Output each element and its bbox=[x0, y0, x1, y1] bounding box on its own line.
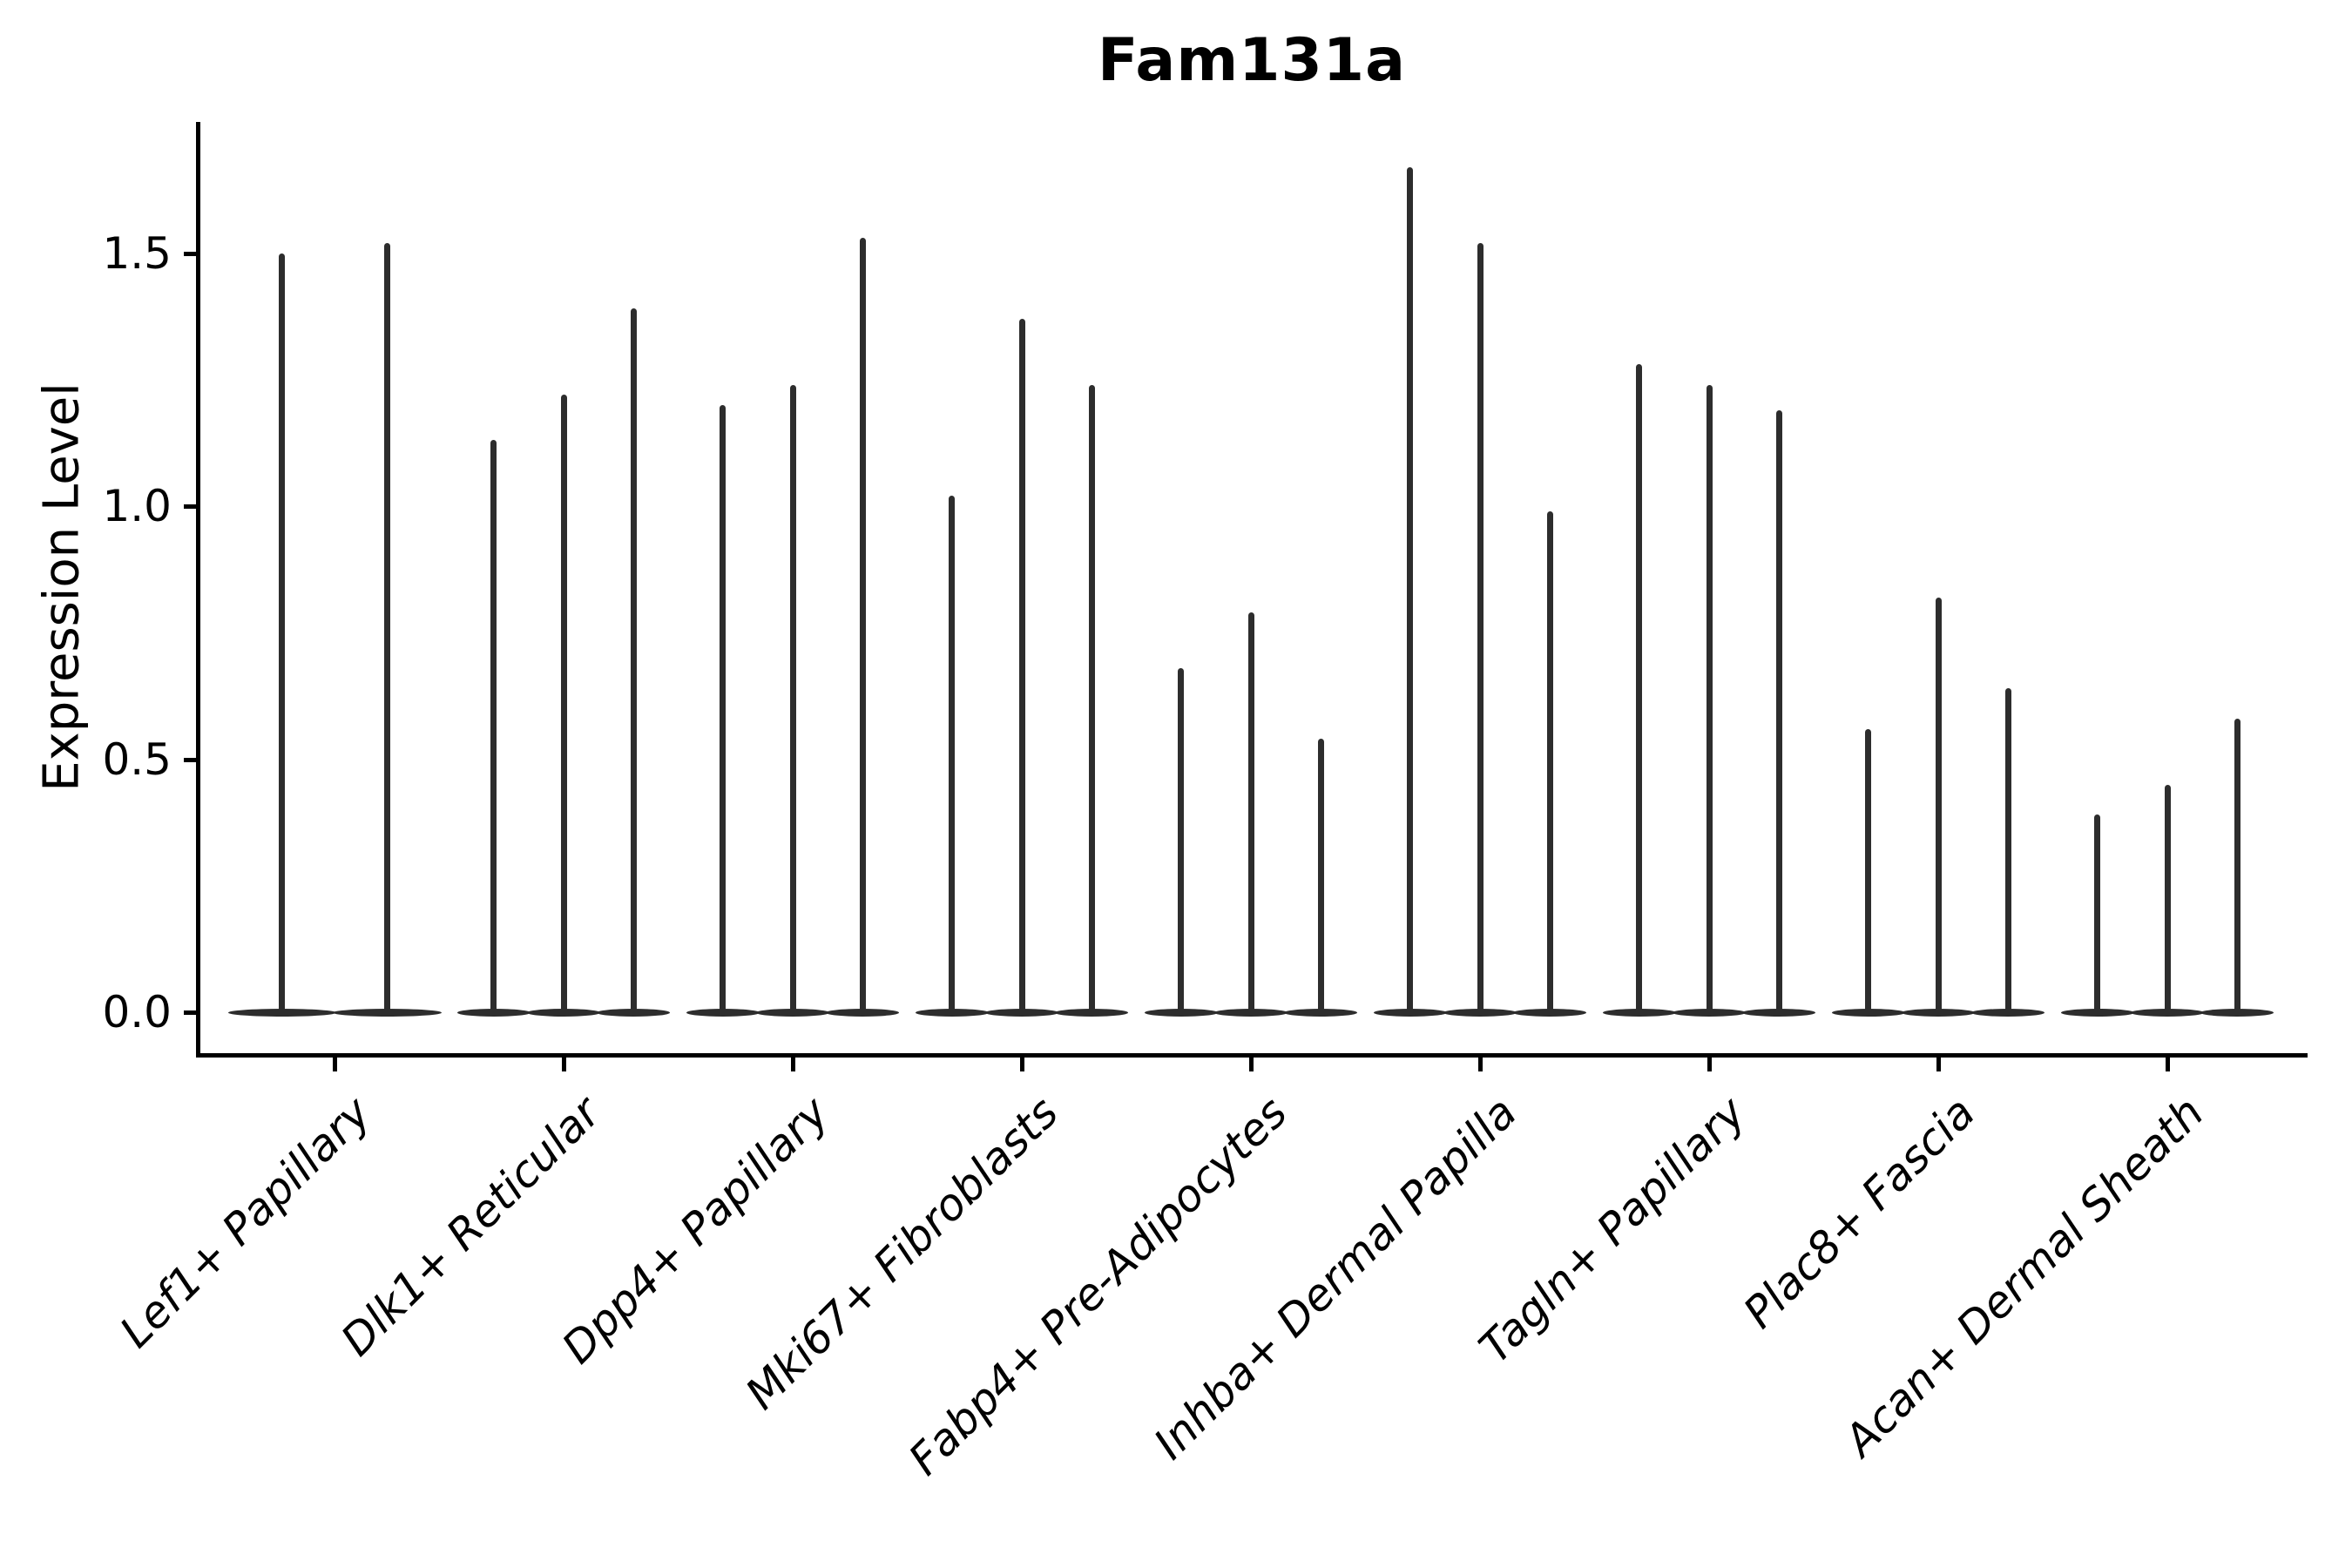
violin-spike bbox=[630, 308, 637, 1015]
x-axis-tick bbox=[1477, 1058, 1483, 1071]
x-axis-spine bbox=[196, 1053, 2308, 1058]
x-tick-label: Lef1+ Papillary bbox=[110, 1087, 382, 1358]
y-tick-label: 1.0 bbox=[102, 481, 172, 531]
x-axis-tick bbox=[561, 1058, 566, 1071]
x-tick-label: Fabp4+ Pre-Adipocytes bbox=[899, 1087, 1298, 1485]
violin-spike bbox=[2004, 688, 2011, 1015]
violin-spike bbox=[383, 242, 390, 1015]
x-tick-label: Plac8+ Fascia bbox=[1734, 1087, 1985, 1338]
y-axis-spine bbox=[196, 122, 200, 1058]
y-tick-label: 0.5 bbox=[102, 733, 172, 785]
y-axis-tick bbox=[184, 504, 196, 509]
plot-title: Fam131a bbox=[1097, 26, 1407, 95]
y-axis-tick bbox=[184, 1010, 196, 1015]
x-tick-label: Inhba+ Dermal Papilla bbox=[1144, 1087, 1527, 1470]
x-axis-tick bbox=[332, 1058, 337, 1071]
x-axis-tick bbox=[1707, 1058, 1712, 1071]
violin-spike bbox=[1706, 384, 1713, 1015]
violin-spike bbox=[1865, 728, 1872, 1015]
violin-spike bbox=[490, 440, 497, 1015]
violin-spike bbox=[560, 395, 567, 1015]
violin-spike bbox=[1477, 242, 1484, 1015]
y-axis-tick bbox=[184, 757, 196, 762]
x-axis-tick bbox=[1019, 1058, 1024, 1071]
violin-spike bbox=[1546, 510, 1553, 1015]
violin-spike bbox=[1088, 384, 1095, 1015]
violin-spike bbox=[2094, 814, 2101, 1015]
violin-spike bbox=[789, 384, 796, 1015]
x-axis-tick bbox=[2165, 1058, 2170, 1071]
violin-spike bbox=[859, 238, 866, 1015]
violin-spike bbox=[1407, 166, 1414, 1015]
y-tick-label: 0.0 bbox=[102, 987, 172, 1037]
violin-spike bbox=[2234, 719, 2240, 1015]
violin-spike bbox=[1775, 409, 1782, 1015]
violin-spike bbox=[720, 404, 727, 1015]
violin-spike bbox=[1317, 739, 1324, 1015]
violin-spike bbox=[1247, 612, 1254, 1015]
violin-spike bbox=[1636, 364, 1643, 1015]
y-axis-tick bbox=[184, 251, 196, 256]
x-axis-tick bbox=[790, 1058, 795, 1071]
violin-spike bbox=[279, 253, 286, 1015]
x-axis-tick bbox=[1936, 1058, 1941, 1071]
violin-spike bbox=[949, 496, 956, 1015]
y-axis-title: Expression Level bbox=[33, 382, 91, 792]
violin-spike bbox=[2164, 784, 2171, 1015]
violin-spike bbox=[1935, 597, 1942, 1015]
violin-spike bbox=[1178, 667, 1185, 1015]
x-axis-tick bbox=[1248, 1058, 1254, 1071]
violin-spike bbox=[1018, 319, 1025, 1015]
y-tick-label: 1.5 bbox=[102, 227, 172, 279]
